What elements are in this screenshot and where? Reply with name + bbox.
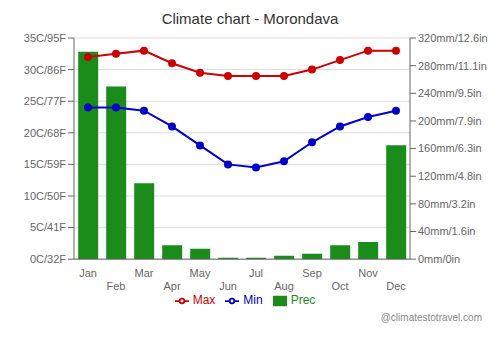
svg-text:Apr: Apr [163,280,180,292]
svg-text:May: May [190,267,211,279]
svg-text:Jul: Jul [249,267,263,279]
svg-text:30C/86F: 30C/86F [24,64,66,76]
html-text:Max: Max [192,293,216,308]
svg-text:Oct: Oct [331,280,348,292]
svg-text:240mm/9.5in: 240mm/9.5in [418,87,482,99]
svg-text:5C/41F: 5C/41F [30,221,66,233]
html-text:@climatestotravel.com: @climatestotravel.com [380,312,482,323]
html-text:Min: Min [243,293,263,308]
svg-text:0mm/0in: 0mm/0in [418,253,460,265]
svg-text:Feb: Feb [107,280,126,292]
svg-text:Mar: Mar [135,267,154,279]
svg-text:Jun: Jun [219,280,237,292]
svg-text:25C/77F: 25C/77F [24,95,66,107]
svg-text:20C/68F: 20C/68F [24,127,66,139]
svg-text:35C/95F: 35C/95F [24,32,66,44]
svg-text:15C/59F: 15C/59F [24,158,66,170]
svg-text:0C/32F: 0C/32F [30,253,66,265]
svg-text:40mm/1.6in: 40mm/1.6in [418,225,475,237]
svg-text:320mm/12.6in: 320mm/12.6in [418,32,488,44]
svg-text:80mm/3.2in: 80mm/3.2in [418,198,475,210]
svg-text:Dec: Dec [386,280,406,292]
svg-text:Jan: Jan [79,267,97,279]
svg-text:200mm/7.9in: 200mm/7.9in [418,115,482,127]
svg-text:Nov: Nov [358,267,378,279]
svg-text:Sep: Sep [302,267,322,279]
svg-text:160mm/6.3in: 160mm/6.3in [418,142,482,154]
svg-text:Aug: Aug [274,280,294,292]
html-text:Climate chart - Morondava: Climate chart - Morondava [161,10,339,27]
svg-text:280mm/11.1in: 280mm/11.1in [418,60,487,72]
html-text:Prec: Prec [290,293,316,308]
svg-text:10C/50F: 10C/50F [24,190,66,202]
svg-text:120mm/4.8in: 120mm/4.8in [418,170,482,182]
